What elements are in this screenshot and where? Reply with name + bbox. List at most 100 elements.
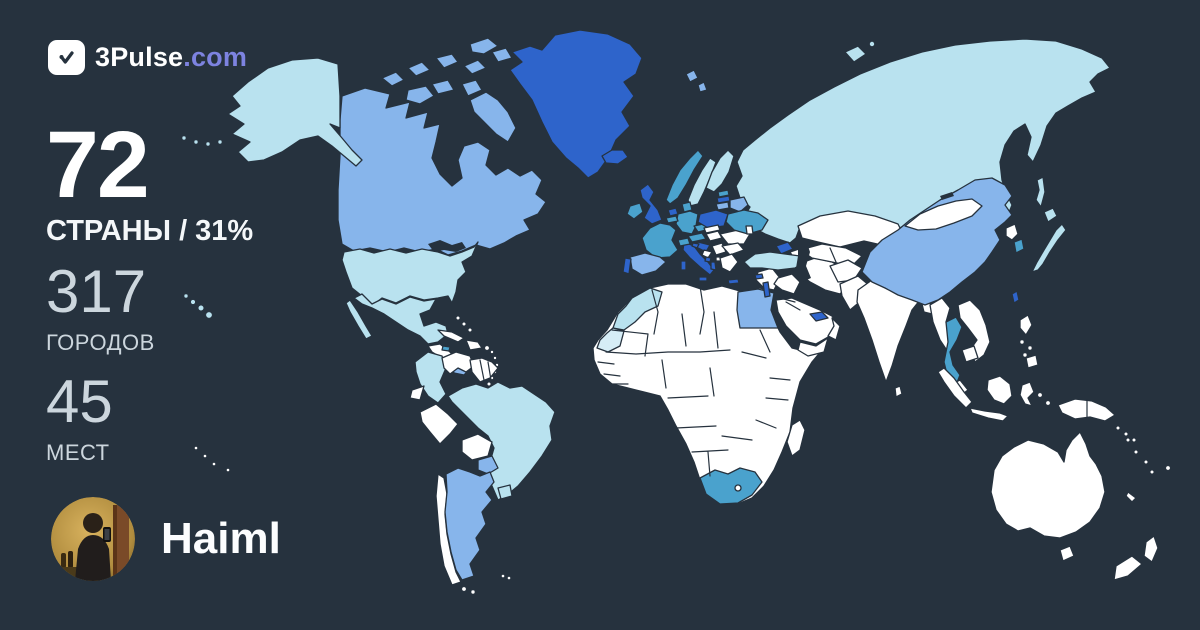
country-yemen[interactable] [797, 337, 829, 357]
country-south-africa[interactable] [699, 467, 763, 505]
avatar[interactable] [51, 497, 135, 581]
country-slovenia[interactable] [691, 242, 700, 249]
country-colombia[interactable] [414, 351, 447, 404]
country-philippines[interactable] [1019, 314, 1039, 369]
country-egypt[interactable] [736, 288, 779, 329]
country-saudi-arabia[interactable] [775, 297, 839, 345]
country-brazil[interactable] [447, 381, 556, 501]
country-iceland[interactable] [601, 149, 629, 165]
country-albania[interactable] [710, 261, 717, 271]
places-value: 45 [46, 368, 113, 435]
stat-cities: 317 ГОРОДОВ [46, 262, 155, 356]
country-uae[interactable] [809, 311, 829, 322]
country-georgia[interactable] [775, 241, 794, 255]
brand-logo[interactable]: 3Pulse.com [48, 40, 247, 75]
stat-places: 45 МЕСТ [46, 372, 113, 466]
country-ireland[interactable] [626, 202, 644, 220]
country-moldova[interactable] [745, 225, 754, 235]
country-australia[interactable] [990, 431, 1106, 539]
user-profile[interactable]: Haiml [51, 497, 281, 581]
country-greece[interactable] [719, 253, 739, 273]
cities-label: ГОРОДОВ [46, 330, 155, 355]
brand-name: 3Pulse.com [95, 42, 248, 72]
country-switzerland[interactable] [677, 237, 691, 247]
stat-countries: 72 СТРАНЫ / 31% [46, 117, 254, 248]
country-lesotho[interactable] [734, 484, 742, 492]
africa-borders [597, 285, 791, 477]
great-lakes [428, 240, 466, 252]
country-western-sahara[interactable] [596, 327, 625, 353]
country-cyprus[interactable] [754, 273, 764, 280]
country-slovakia[interactable] [703, 224, 721, 234]
country-poland[interactable] [697, 209, 729, 229]
country-spain[interactable] [629, 252, 667, 276]
country-israel[interactable] [762, 281, 771, 298]
country-venezuela[interactable] [441, 351, 475, 375]
country-denmark[interactable] [681, 201, 693, 213]
country-mongolia[interactable] [904, 198, 983, 231]
country-estonia[interactable] [717, 189, 730, 198]
cities-value: 317 [46, 258, 147, 325]
country-new-zealand[interactable] [1113, 535, 1159, 581]
country-indonesia[interactable] [937, 367, 1051, 422]
country-united-states[interactable] [181, 57, 479, 319]
country-vietnam-laos[interactable] [957, 299, 991, 363]
country-mexico[interactable] [345, 293, 449, 345]
country-jamaica[interactable] [441, 345, 451, 352]
country-oman[interactable] [827, 317, 841, 341]
country-netherlands[interactable] [667, 207, 679, 217]
country-germany[interactable] [675, 210, 699, 235]
country-morocco[interactable] [612, 287, 663, 331]
country-crete[interactable] [727, 278, 740, 285]
country-france[interactable] [641, 222, 679, 259]
country-portugal[interactable] [622, 257, 632, 275]
country-sri-lanka[interactable] [894, 385, 903, 398]
countries-label: СТРАНЫ / 31% [46, 215, 254, 248]
country-montenegro[interactable] [704, 256, 712, 263]
country-tasmania[interactable] [1059, 545, 1075, 562]
places-label: МЕСТ [46, 440, 110, 465]
country-finland[interactable] [705, 149, 735, 193]
continent-africa[interactable] [592, 283, 823, 505]
country-south-korea[interactable] [1013, 238, 1025, 254]
country-hispaniola[interactable] [465, 339, 483, 351]
country-cambodia[interactable] [961, 345, 979, 363]
country-norway[interactable] [665, 149, 704, 205]
country-southern-islands [461, 574, 511, 595]
country-cuba[interactable] [437, 329, 465, 343]
country-guyanas[interactable] [469, 357, 499, 383]
country-north-korea[interactable] [1005, 223, 1019, 241]
country-lithuania[interactable] [715, 201, 730, 211]
country-thailand[interactable] [943, 316, 963, 386]
country-argentina[interactable] [444, 467, 495, 581]
country-united-kingdom[interactable] [639, 183, 663, 225]
country-ecuador[interactable] [409, 385, 425, 401]
country-paraguay[interactable] [477, 455, 499, 475]
country-iraq[interactable] [773, 273, 801, 295]
country-taiwan[interactable] [1011, 290, 1020, 304]
country-uruguay[interactable] [497, 484, 513, 500]
country-italy[interactable] [680, 241, 715, 282]
country-afghanistan[interactable] [829, 259, 863, 283]
country-ukraine[interactable] [725, 209, 769, 235]
pulse-check-icon [48, 40, 85, 75]
country-bulgaria[interactable] [721, 242, 745, 256]
country-svalbard[interactable] [685, 69, 708, 93]
country-canada[interactable] [337, 37, 547, 256]
country-hungary[interactable] [705, 230, 723, 242]
lake-baikal [940, 192, 954, 200]
country-japan[interactable] [1031, 207, 1067, 273]
country-russia[interactable] [735, 38, 1111, 244]
country-madagascar[interactable] [786, 419, 806, 457]
country-austria[interactable] [687, 232, 707, 243]
misc-borders [479, 247, 837, 381]
user-name: Haiml [161, 514, 281, 563]
country-greenland[interactable] [509, 29, 643, 179]
country-caribbean-islands[interactable] [455, 315, 499, 387]
country-bolivia[interactable] [461, 433, 493, 461]
country-belarus[interactable] [729, 196, 749, 213]
country-peru[interactable] [419, 403, 459, 445]
country-belgium[interactable] [665, 215, 679, 224]
